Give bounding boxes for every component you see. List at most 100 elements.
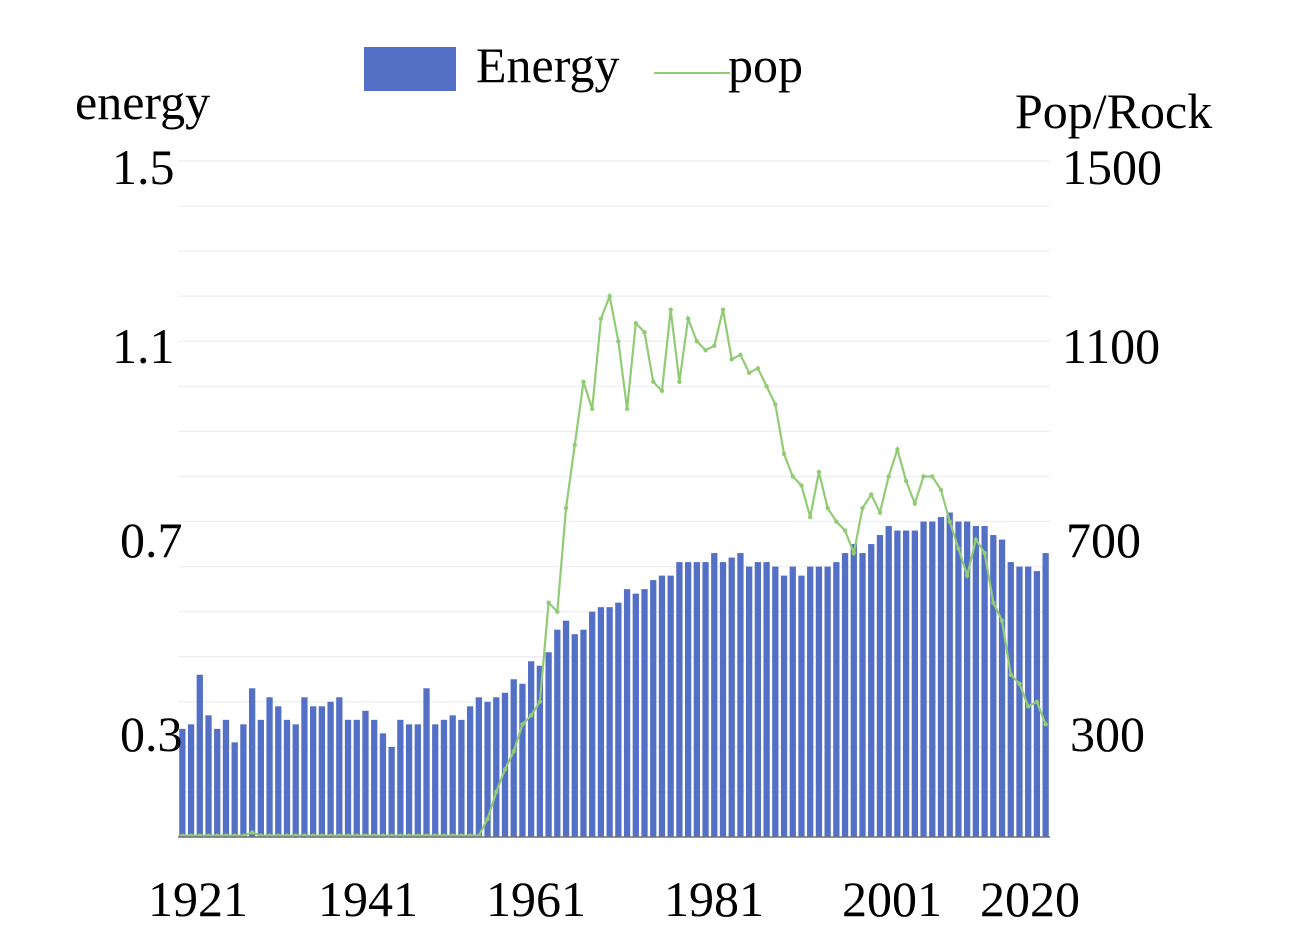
pop-point [964,573,970,578]
pop-point [555,609,560,614]
energy-bar [798,575,805,837]
pop-point [546,600,551,605]
energy-bar [632,593,639,837]
pop-point [581,379,586,385]
energy-bar [746,566,753,837]
y-right-tick-label: 700 [1066,512,1141,568]
energy-bar [257,719,264,837]
energy-bar [501,692,509,837]
pop-point [886,474,891,479]
pop-point [781,451,787,457]
pop-point [624,406,630,412]
energy-bar [545,652,552,837]
pop-point [659,388,665,394]
energy-bar [379,733,387,837]
pop-point [999,618,1005,623]
pop-point [1008,672,1013,677]
energy-bar [353,719,360,837]
y-right-axis-title: Pop/Rock [1015,83,1212,139]
energy-bar [597,607,605,837]
legend-energy-swatch [364,47,456,91]
energy-bar [920,521,927,837]
pop-point [825,505,830,511]
pop-point [790,474,795,479]
pop-point [903,478,909,484]
energy-bar [615,602,622,837]
pop-point [598,316,604,321]
pop-point [249,830,255,835]
pop-point [746,370,752,376]
energy-bar [737,553,744,837]
energy-bar [405,724,413,837]
pop-point [651,379,656,385]
y-right-tick-label: 1100 [1062,318,1160,374]
x-tick-label: 2020 [980,871,1080,927]
y-left-tick-label: 0.3 [120,706,183,762]
pop-point [1043,722,1048,727]
energy-bar [484,701,491,837]
pop-point [938,487,944,493]
energy-bar [536,665,544,837]
pop-point [616,339,621,344]
energy-bar [371,719,378,837]
energy-bar [719,562,727,837]
gridlines [178,160,1050,793]
energy-bar [1007,562,1014,837]
energy-bar [955,521,962,837]
energy-bar [275,706,282,837]
energy-bar [187,724,195,837]
legend-energy-label: Energy [476,37,619,93]
energy-bar [911,530,918,837]
legend[interactable]: Energy pop [364,37,803,93]
energy-bar [458,719,465,837]
y-left-tick-label: 0.7 [120,512,183,568]
energy-bar [902,530,910,837]
energy-bar [589,611,596,837]
x-tick-label: 1941 [318,871,418,927]
energy-bar [650,580,657,837]
energy-bar [571,634,578,837]
pop-point [685,316,691,321]
energy-bar [658,575,666,837]
energy-bar [885,526,892,837]
energy-bar [972,526,980,837]
energy-bar [763,562,770,837]
energy-bar [859,553,866,837]
energy-bar [231,742,238,837]
pop-point [590,406,595,412]
energy-bar [824,566,831,837]
pop-point [912,501,918,506]
energy-bar [841,553,849,837]
pop-point [677,379,682,385]
energy-bar [397,719,404,837]
energy-bar [580,629,587,837]
y-left-axis-title: energy [75,74,210,130]
energy-bar [1025,566,1032,837]
energy-bar [449,715,456,837]
energy-bar [667,575,674,837]
pop-point [799,483,804,488]
pop-point [642,330,647,335]
energy-bar [519,683,526,837]
pop-point [842,528,848,533]
energy-bar [780,575,788,837]
energy-bar [807,566,814,837]
pop-point [572,442,577,448]
pop-point [494,789,499,795]
energy-bar [423,688,430,837]
energy-bar [754,562,762,837]
pop-point [956,546,961,551]
pop-point [528,713,534,718]
energy-bar [641,589,648,837]
y-left-tick-label: 1.5 [112,139,175,195]
energy-bar [789,566,796,837]
pop-point [1034,699,1040,704]
energy-bar [946,512,953,837]
pop-point [930,474,935,479]
energy-bar [344,719,352,837]
pop-point [511,749,516,754]
pop-point [991,600,996,605]
energy-bar [929,521,936,837]
energy-bar [440,719,448,837]
